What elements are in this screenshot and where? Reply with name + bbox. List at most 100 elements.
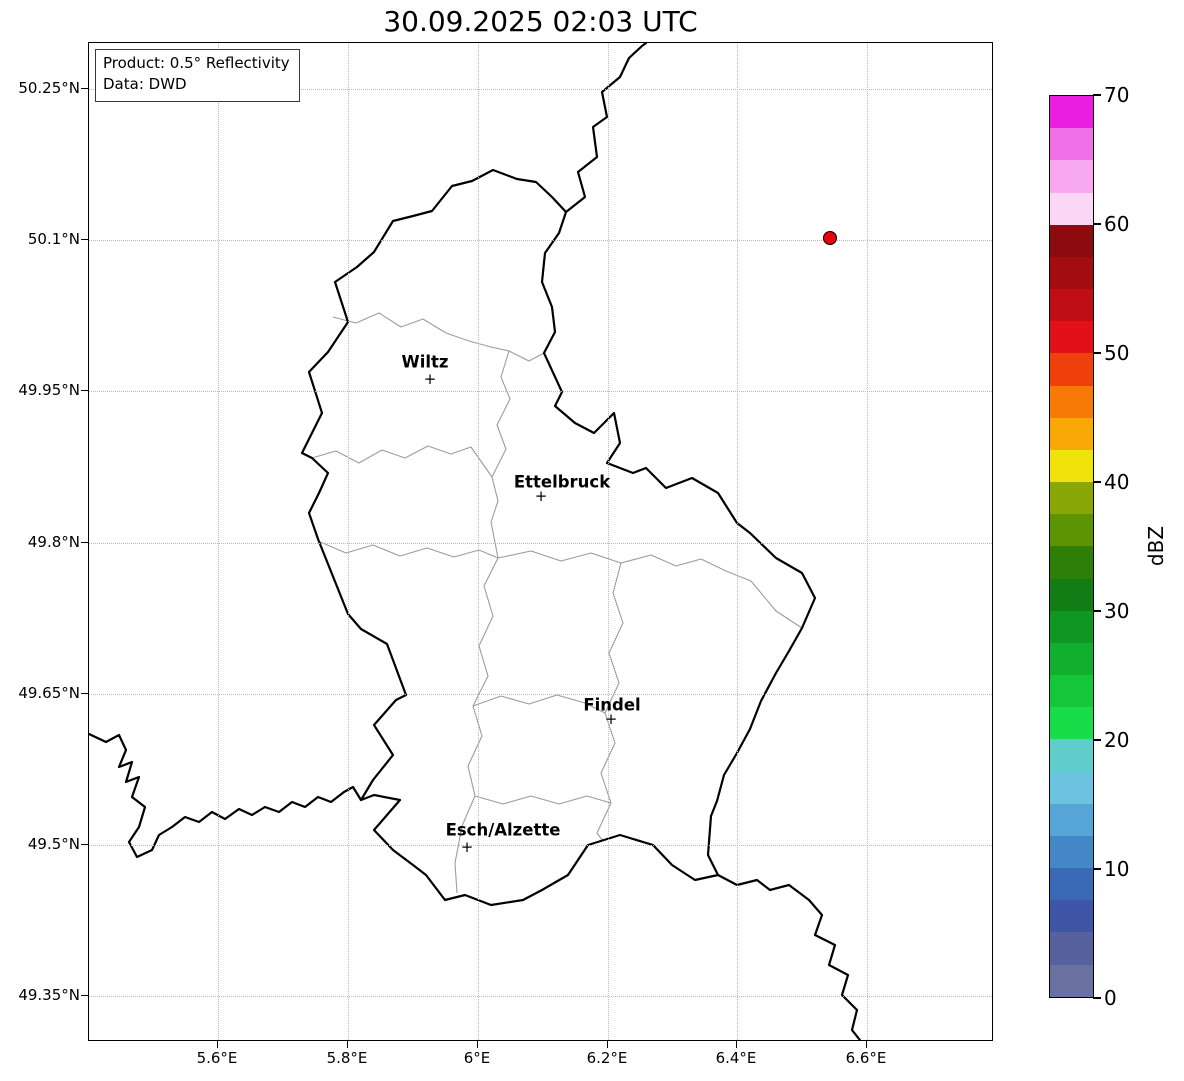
city-label: Findel (583, 695, 641, 715)
colorbar (1049, 95, 1094, 998)
luxembourg-map (89, 43, 862, 1040)
colorbar-tick-label: 60 (1104, 212, 1130, 236)
city-label: Wiltz (401, 352, 449, 372)
colorbar-segment (1050, 642, 1093, 676)
city-marker-cross: + (534, 486, 548, 505)
city-label: Esch/Alzette (445, 820, 561, 840)
x-tick-mark (217, 1041, 219, 1048)
y-tick-label: 49.65°N (18, 684, 80, 702)
gridline-vertical (608, 43, 609, 1040)
gridline-horizontal (89, 996, 992, 997)
colorbar-segment (1050, 160, 1093, 193)
x-tick-mark (736, 1041, 738, 1048)
colorbar-tick-mark (1093, 94, 1101, 96)
colorbar-tick-label: 20 (1104, 728, 1130, 752)
gridline-vertical (348, 43, 349, 1040)
colorbar-tick-mark (1093, 481, 1101, 483)
colorbar-segment (1050, 835, 1093, 869)
colorbar-segment (1050, 771, 1093, 804)
x-tick-mark (607, 1041, 609, 1048)
gridline-horizontal (89, 845, 992, 846)
colorbar-tick-label: 30 (1104, 599, 1130, 623)
x-tick-mark (347, 1041, 349, 1048)
x-tick-label: 6.2°E (586, 1049, 628, 1067)
colorbar-segment (1050, 514, 1093, 547)
colorbar-segment (1050, 932, 1093, 965)
district-borders (311, 312, 803, 894)
gridline-vertical (218, 43, 219, 1040)
colorbar-tick-mark (1093, 868, 1101, 870)
x-tick-label: 6.6°E (845, 1049, 887, 1067)
y-tick-mark (81, 844, 88, 846)
colorbar-segment (1050, 385, 1093, 418)
colorbar-segment (1050, 224, 1093, 257)
colorbar-segment (1050, 900, 1093, 933)
gridline-vertical (478, 43, 479, 1040)
product-info-box: Product: 0.5° Reflectivity Data: DWD (95, 49, 300, 102)
gridline-horizontal (89, 694, 992, 695)
colorbar-unit-label: dBZ (1144, 525, 1168, 567)
colorbar-segment (1050, 803, 1093, 836)
gridline-vertical (737, 43, 738, 1040)
colorbar-segment (1050, 256, 1093, 290)
x-tick-label: 5.6°E (196, 1049, 238, 1067)
gridline-horizontal (89, 240, 992, 241)
colorbar-segment (1050, 868, 1093, 901)
colorbar-segment (1050, 192, 1093, 225)
map-plot-area: Product: 0.5° Reflectivity Data: DWD Wil… (88, 42, 993, 1041)
luxembourg-border (300, 168, 817, 907)
y-tick-label: 49.95°N (18, 381, 80, 399)
colorbar-segment (1050, 321, 1093, 354)
colorbar-tick-label: 50 (1104, 341, 1130, 365)
y-tick-mark (81, 390, 88, 392)
colorbar-segment (1050, 417, 1093, 450)
colorbar-tick-label: 70 (1104, 83, 1130, 107)
colorbar-segment (1050, 964, 1093, 997)
colorbar-segment (1050, 610, 1093, 643)
colorbar-tick-mark (1093, 352, 1101, 354)
data-source-label: Data: DWD (103, 75, 187, 94)
france-belgium-border (89, 732, 363, 859)
colorbar-segment (1050, 546, 1093, 579)
x-tick-label: 6.4°E (715, 1049, 757, 1067)
y-tick-label: 49.35°N (18, 986, 80, 1004)
x-tick-mark (866, 1041, 868, 1048)
x-tick-mark (477, 1041, 479, 1048)
colorbar-tick-mark (1093, 223, 1101, 225)
colorbar-segment (1050, 353, 1093, 386)
figure-title: 30.09.2025 02:03 UTC (383, 5, 698, 38)
colorbar-tick-mark (1093, 610, 1101, 612)
colorbar-tick-mark (1093, 739, 1101, 741)
colorbar-tick-mark (1093, 997, 1101, 999)
city-marker-cross: + (604, 709, 618, 728)
x-tick-label: 5.8°E (326, 1049, 368, 1067)
colorbar-segment (1050, 289, 1093, 322)
city-marker-cross: + (460, 837, 474, 856)
colorbar-tick-label: 10 (1104, 857, 1130, 881)
belgium-germany-border (564, 43, 648, 214)
colorbar-tick-label: 0 (1104, 986, 1117, 1010)
colorbar-segment (1050, 707, 1093, 740)
gridline-horizontal (89, 391, 992, 392)
city-label: Ettelbruck (513, 472, 611, 492)
colorbar-segment (1050, 739, 1093, 772)
colorbar-segment (1050, 482, 1093, 515)
y-tick-mark (81, 995, 88, 997)
y-tick-mark (81, 239, 88, 241)
x-tick-label: 6°E (463, 1049, 491, 1067)
colorbar-tick-label: 40 (1104, 470, 1130, 494)
product-label: Product: 0.5° Reflectivity (103, 54, 290, 72)
gridline-horizontal (89, 89, 992, 90)
colorbar-segment (1050, 96, 1093, 129)
y-tick-label: 49.5°N (27, 835, 80, 853)
y-tick-mark (81, 88, 88, 90)
france-germany-border (716, 873, 862, 1040)
gridline-vertical (867, 43, 868, 1040)
gridline-horizontal (89, 543, 992, 544)
y-tick-mark (81, 693, 88, 695)
radar-echo-dot (823, 231, 837, 245)
colorbar-segment (1050, 449, 1093, 483)
y-tick-mark (81, 542, 88, 544)
y-tick-label: 49.8°N (27, 533, 80, 551)
colorbar-segment (1050, 578, 1093, 611)
